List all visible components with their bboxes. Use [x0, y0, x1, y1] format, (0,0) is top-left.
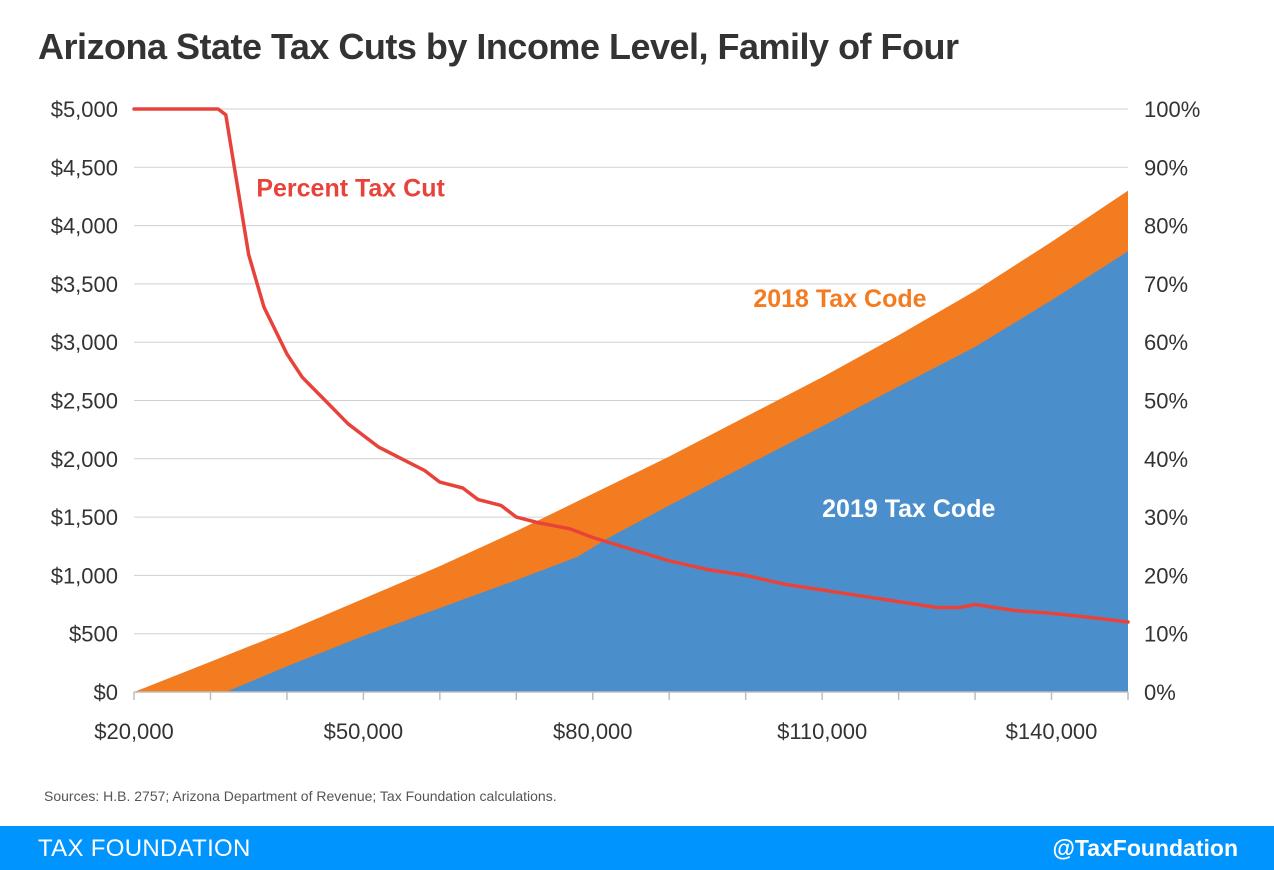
- y-right-tick-label: 80%: [1144, 214, 1188, 239]
- y-left-tick-label: $2,500: [51, 389, 118, 414]
- y-left-tick-label: $1,000: [51, 563, 118, 588]
- y-left-tick-label: $3,500: [51, 272, 118, 297]
- x-tick-label: $140,000: [1006, 719, 1098, 744]
- y-left-tick-label: $2,000: [51, 447, 118, 472]
- y-right-tick-label: 60%: [1144, 330, 1188, 355]
- y-right-tick-label: 50%: [1144, 389, 1188, 414]
- x-tick-label: $80,000: [553, 719, 633, 744]
- y-right-tick-label: 100%: [1144, 97, 1200, 122]
- y-right-tick-label: 30%: [1144, 505, 1188, 530]
- footer-brand: TAX FOUNDATION: [38, 835, 251, 862]
- y-left-tick-label: $0: [94, 680, 118, 705]
- line-series: [132, 107, 1130, 624]
- percent-tax-cut-line: [132, 107, 1130, 624]
- area-series: [134, 190, 1129, 693]
- y-left-tick-label: $1,500: [51, 505, 118, 530]
- y-right-tick-label: 40%: [1144, 447, 1188, 472]
- series-label: 2019 Tax Code: [822, 495, 995, 523]
- y-left-tick-label: $5,000: [51, 97, 118, 122]
- series-label: Percent Tax Cut: [256, 174, 445, 202]
- y-left-tick-label: $4,000: [51, 214, 118, 239]
- y-left-tick-label: $500: [69, 622, 118, 647]
- series-label: 2018 Tax Code: [753, 285, 926, 313]
- footer-handle[interactable]: @TaxFoundation: [1052, 835, 1238, 861]
- y-right-tick-label: 70%: [1144, 272, 1188, 297]
- x-tick-label: $110,000: [777, 719, 867, 744]
- annotations: Percent Tax Cut 2018 Tax Code 2019 Tax Cod…: [256, 174, 995, 523]
- y-left-tick-label: $3,000: [51, 330, 118, 355]
- footer-bar: TAX FOUNDATION @TaxFoundation: [0, 826, 1274, 870]
- source-note: Sources: H.B. 2757; Arizona Department o…: [44, 788, 557, 804]
- y-right-tick-label: 90%: [1144, 155, 1188, 180]
- y-right-tick-label: 20%: [1144, 563, 1188, 588]
- y-left-tick-label: $4,500: [51, 155, 118, 180]
- chart-title: Arizona State Tax Cuts by Income Level, …: [38, 26, 959, 67]
- x-tick-label: $50,000: [324, 719, 404, 744]
- y-right-tick-label: 10%: [1144, 622, 1188, 647]
- y-right-tick-label: 0%: [1144, 680, 1176, 705]
- x-tick-label: $20,000: [94, 719, 174, 744]
- axes: $0 $500 $1,000 $1,500 $2,000 $2,500 $3,000 $3,5…: [51, 97, 1201, 744]
- 2019-tax-code-area: [225, 251, 1129, 693]
